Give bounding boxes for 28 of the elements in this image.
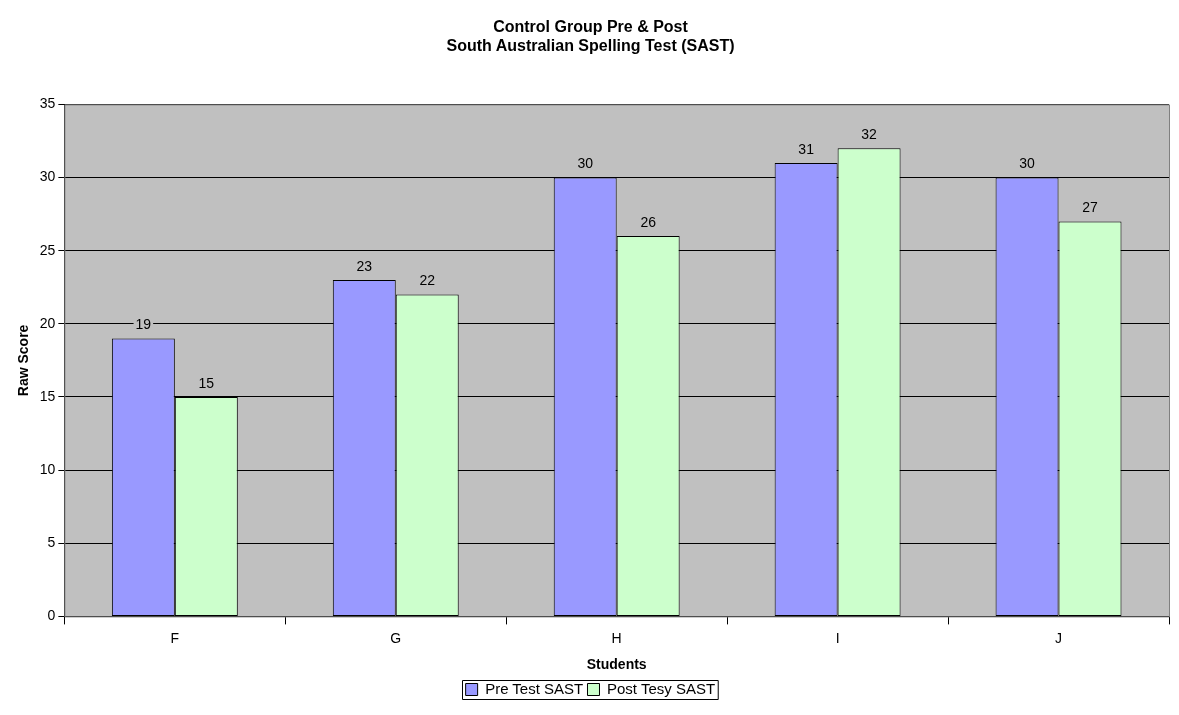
data-label: 19 <box>135 316 152 333</box>
legend-label: Post Tesy SAST <box>607 679 716 697</box>
data-label: 31 <box>798 140 815 157</box>
data-label: 22 <box>419 272 436 289</box>
x-tick-label: I <box>835 629 840 646</box>
x-tick-label: J <box>1055 629 1063 646</box>
data-label: 30 <box>577 155 594 172</box>
legend-label: Pre Test SAST <box>485 679 584 697</box>
data-label: 15 <box>198 374 215 391</box>
chart-title: Control Group Pre & Post South Australian Spelling Test (SAST) <box>446 18 735 55</box>
y-tick-label: 25 <box>39 241 56 258</box>
data-label: 23 <box>356 257 373 274</box>
data-label: 32 <box>861 126 878 143</box>
y-tick-label: 10 <box>39 460 56 477</box>
y-tick-label: 30 <box>39 168 56 185</box>
y-tick-label: 20 <box>39 314 56 331</box>
data-label: 30 <box>1019 155 1036 172</box>
y-tick-label: 5 <box>47 534 56 551</box>
x-tick-label: H <box>611 629 622 646</box>
y-tick-label: 35 <box>39 95 56 112</box>
x-tick-label: F <box>170 629 180 646</box>
y-axis-title: Raw Score <box>15 324 32 397</box>
y-tick-label: 15 <box>39 387 56 404</box>
data-label: 27 <box>1082 199 1099 216</box>
x-axis-title: Students <box>586 656 647 673</box>
y-tick-label: 0 <box>47 607 56 624</box>
x-tick-label: G <box>390 629 402 646</box>
data-label: 26 <box>640 213 657 230</box>
